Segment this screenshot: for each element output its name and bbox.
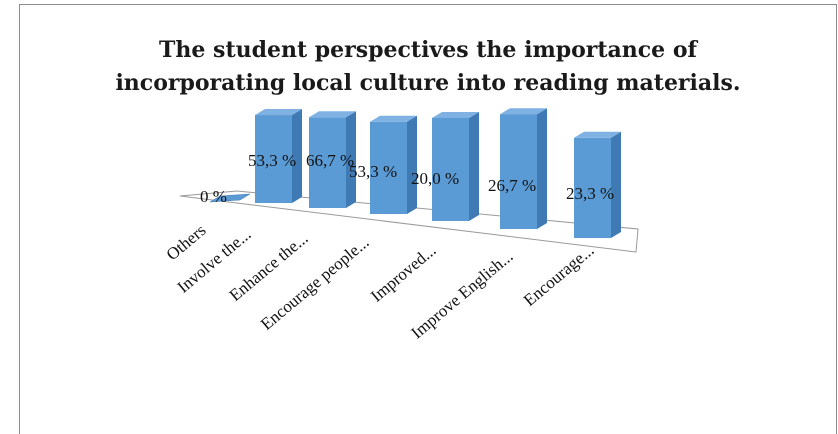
value-label-6: 23,3 % xyxy=(566,184,614,203)
bar-front-6 xyxy=(574,137,611,238)
value-labels-group: 0 %53,3 % 66,7 %53,3 % 20,0 % 26,7 % 23,3 % xyxy=(200,151,614,206)
bars-group xyxy=(209,108,621,238)
value-label-2: 66,7 % xyxy=(306,151,354,170)
bar-top-2 xyxy=(309,111,356,118)
bar-top-6 xyxy=(574,131,621,138)
chart-title: The student perspectives the importance … xyxy=(19,34,837,100)
bar-side-4 xyxy=(469,112,479,221)
bar-2 xyxy=(309,111,356,208)
bar-1 xyxy=(255,109,302,203)
category-label-6: Encourage... xyxy=(520,241,598,310)
bar-front-2 xyxy=(309,117,346,208)
bar-front-3 xyxy=(370,121,407,214)
bar-side-3 xyxy=(407,115,417,214)
bar-top-1 xyxy=(255,109,302,116)
value-label-1: 53,3 % xyxy=(248,151,296,170)
bar-4 xyxy=(432,112,479,221)
bar-side-5 xyxy=(537,108,547,229)
value-label-3: 53,3 % xyxy=(349,162,397,181)
category-label-4: Improved... xyxy=(367,241,440,306)
chart-title-line-1: The student perspectives the importance … xyxy=(159,37,697,63)
value-label-5: 26,7 % xyxy=(488,176,536,195)
bar-3 xyxy=(370,115,417,214)
value-label-0: 0 % xyxy=(200,187,227,206)
bar-5 xyxy=(500,108,547,229)
bar-side-2 xyxy=(346,111,356,208)
bar-side-1 xyxy=(292,109,302,203)
bar-side-6 xyxy=(611,131,621,238)
bar-0 xyxy=(209,193,251,203)
category-label-3: Encourage people... xyxy=(257,233,373,334)
bar-top-3 xyxy=(370,115,417,122)
bar-top-4 xyxy=(432,112,479,118)
chart-title-line-2: incorporating local culture into reading… xyxy=(115,70,741,96)
bar-top-5 xyxy=(500,108,547,115)
bar-front-5 xyxy=(500,114,537,229)
bar-6 xyxy=(574,131,621,238)
chart-floor xyxy=(179,190,639,253)
bar-front-4 xyxy=(432,118,469,221)
bar-front-1 xyxy=(255,115,292,203)
value-label-4: 20,0 % xyxy=(411,169,459,188)
